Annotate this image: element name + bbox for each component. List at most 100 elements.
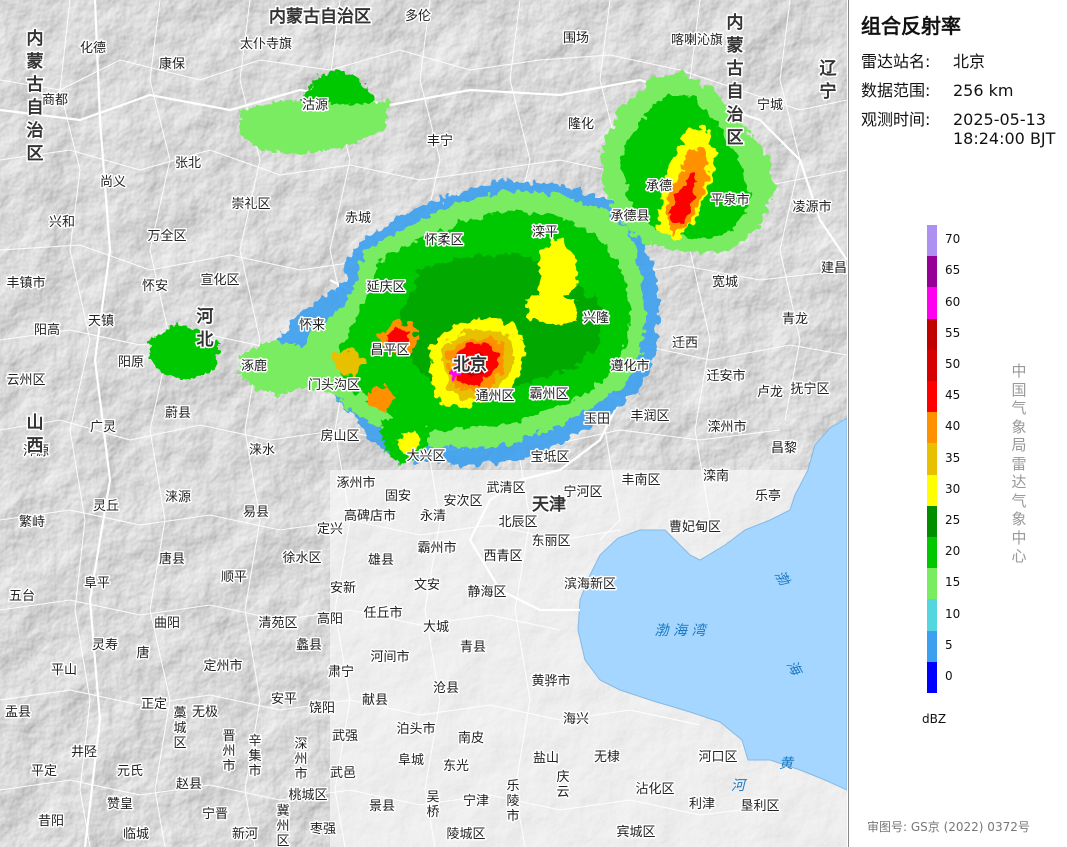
place-label: 献县 (362, 693, 388, 708)
agency-char: 雷 (1011, 454, 1027, 473)
place-label: 康保 (159, 56, 185, 72)
info-panel: 组合反射率 雷达站名: 北京 数据范围: 256 km 观测时间: 2025-05-1… (848, 0, 1067, 847)
place-label: 云州区 (6, 373, 45, 388)
place-label-vertical: 深州市 (294, 737, 307, 782)
place-label: 大城 (423, 620, 449, 635)
place-label: 广灵 (90, 420, 116, 435)
place-label: 乐亭 (755, 488, 781, 504)
echo-yellow-strip-2 (525, 295, 580, 325)
legend-tick-label: 25 (945, 513, 961, 527)
echo-west-cells (150, 325, 220, 380)
place-label: 多伦 (405, 8, 431, 24)
place-label: 宾城区 (616, 824, 655, 840)
place-label: 宁城 (757, 97, 783, 113)
place-label: 涿州市 (336, 475, 375, 491)
place-label: 桃城区 (288, 788, 327, 803)
legend-tick-label: 60 (945, 294, 961, 309)
place-label: 河间市 (370, 649, 409, 665)
legend-tick-label: 15 (945, 575, 961, 590)
place-label: 宝坻区 (530, 449, 569, 465)
legend-color-swatch (927, 568, 937, 600)
echo-west-red-core (385, 328, 410, 348)
place-label-vertical: 冀州区 (276, 803, 289, 847)
sea-label: 黄 (779, 756, 795, 772)
place-label: 武强 (332, 729, 358, 744)
place-label: 井陉 (71, 745, 97, 760)
legend-color-swatch (927, 381, 937, 413)
place-label: 易县 (243, 505, 269, 520)
place-label: 安次区 (443, 493, 482, 509)
place-label: 枣强 (310, 822, 336, 837)
place-label: 喀喇沁旗 (671, 32, 723, 48)
agency-char: 中 (1011, 362, 1027, 380)
legend-color-swatch (927, 474, 937, 507)
place-label-vertical: 内蒙古自治区 (727, 12, 744, 148)
place-label: 平定 (31, 764, 57, 779)
place-label: 曹妃甸区 (669, 520, 721, 535)
place-label: 迁西 (672, 336, 698, 351)
place-label: 顺平 (221, 570, 247, 585)
place-label: 门头沟区 (308, 378, 360, 393)
place-label: 固安 (385, 489, 411, 504)
place-label: 万全区 (147, 228, 186, 244)
place-label-vertical: 乐陵市 (506, 779, 519, 824)
legend-color-swatch (927, 287, 937, 320)
legend-tick-label: 65 (945, 263, 961, 278)
place-label: 盂县 (5, 705, 31, 720)
place-label: 沾化区 (635, 782, 674, 797)
color-legend-bar (927, 225, 937, 694)
place-label: 灵丘 (93, 499, 119, 514)
place-label: 怀安 (142, 279, 168, 294)
legend-color-swatch (927, 256, 937, 288)
legend-color-swatch (927, 225, 937, 257)
station-label: 雷达站名: (861, 52, 931, 71)
place-label: 西青区 (483, 549, 522, 564)
place-label: 雄县 (368, 553, 394, 568)
legend-tick-label: 45 (945, 388, 961, 403)
place-label: 利津 (689, 797, 715, 812)
legend-color-swatch (927, 443, 937, 476)
time-label: 观测时间: (861, 110, 931, 129)
place-label: 高阳 (317, 611, 343, 627)
legend-color-swatch (927, 537, 937, 569)
place-label: 崇礼区 (231, 196, 270, 212)
place-label-vertical: 河北 (197, 307, 214, 350)
place-label: 赵县 (176, 777, 202, 792)
place-label: 高碑店市 (344, 508, 396, 524)
place-label: 怀柔区 (424, 233, 463, 248)
legend-color-swatch (927, 349, 937, 382)
place-label: 东丽区 (531, 534, 570, 549)
place-label-vertical: 晋州市 (222, 729, 235, 774)
place-label: 承德县 (610, 209, 649, 224)
place-label: 唐 (136, 645, 149, 661)
place-label: 兴隆 (583, 311, 609, 326)
place-label: 北辰区 (498, 515, 537, 530)
place-label: 定兴 (317, 522, 343, 537)
place-label-vertical: 藁城区 (173, 706, 186, 751)
place-label: 凌源市 (792, 199, 831, 215)
place-label: 清苑区 (258, 616, 297, 631)
place-label: 灵寿 (92, 638, 118, 653)
place-label: 黄骅市 (531, 673, 570, 689)
station-row: 雷达站名: 北京 (861, 48, 985, 72)
echo-southwest-yellow (330, 348, 365, 375)
range-value: 256 km (953, 81, 1014, 100)
legend-tick-label: 35 (945, 450, 961, 465)
place-label: 内蒙古自治区 (269, 6, 371, 27)
time-row: 观测时间: 2025-05-13 (861, 106, 1046, 130)
place-label: 宁晋 (202, 806, 228, 822)
place-label: 围场 (563, 31, 589, 46)
sea-label: 河 (731, 778, 748, 794)
place-label: 饶阳 (309, 701, 335, 716)
place-label: 商都 (42, 93, 68, 108)
place-label: 文安 (414, 578, 440, 593)
place-label-vertical: 内蒙古自治区 (27, 28, 44, 164)
place-label: 正定 (141, 697, 167, 712)
place-label: 滦州市 (707, 419, 746, 435)
place-label: 景县 (369, 799, 395, 814)
agency-char: 达 (1011, 473, 1027, 491)
place-label: 承德 (646, 179, 672, 194)
legend-tick-label: 40 (945, 419, 961, 434)
